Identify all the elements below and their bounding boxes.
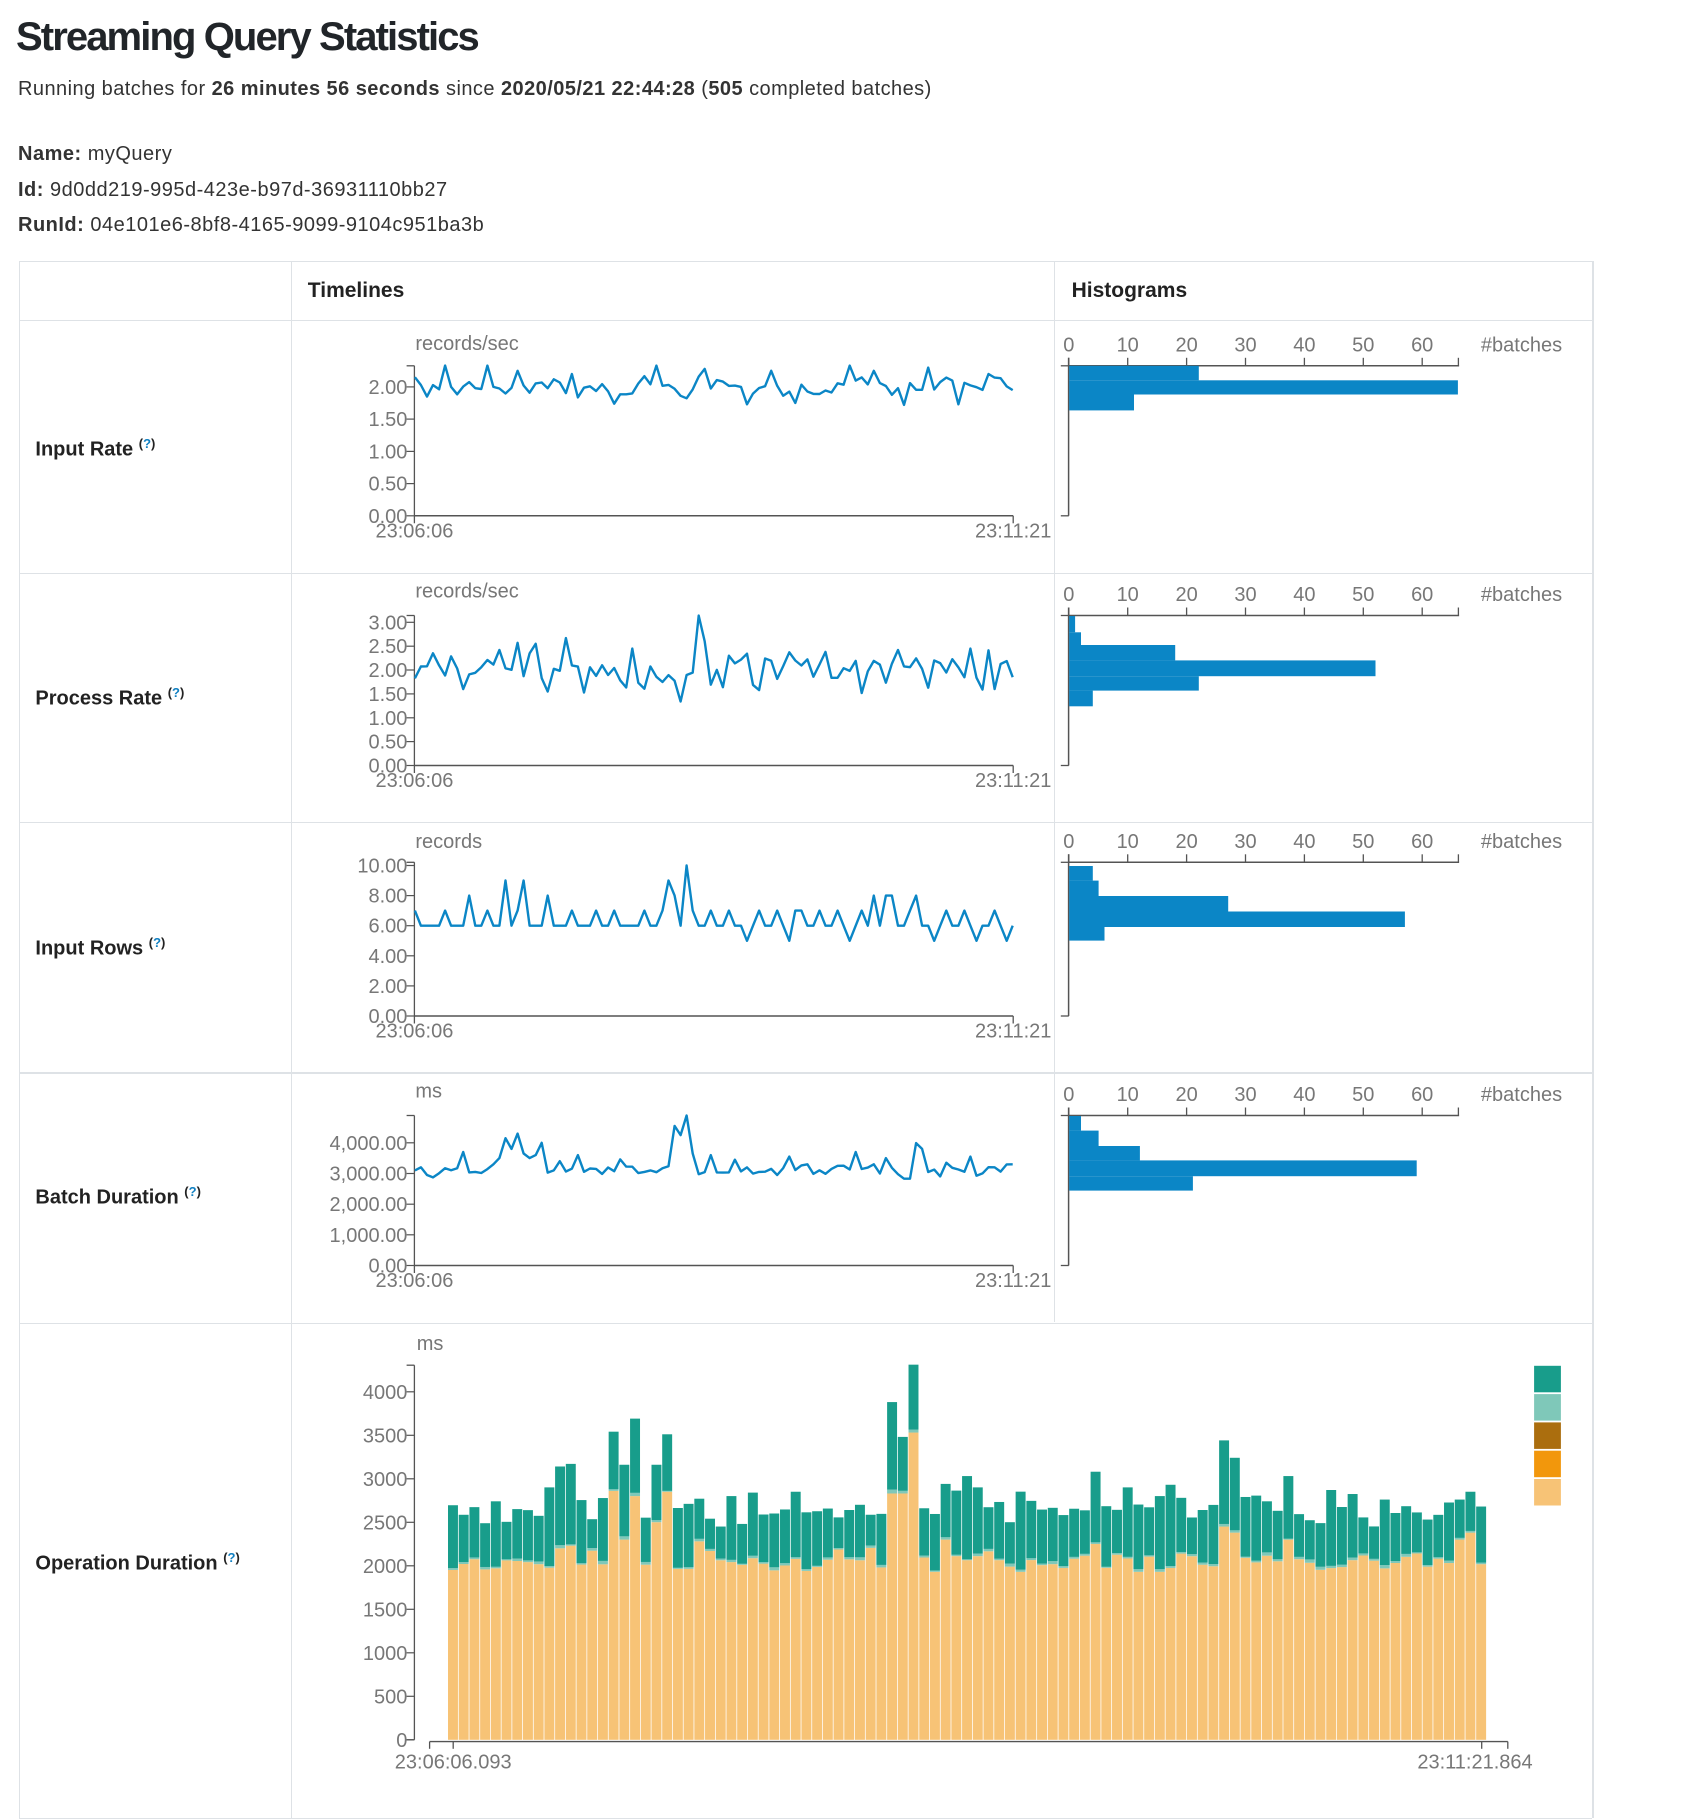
svg-text:10: 10 bbox=[1117, 1084, 1139, 1106]
svg-text:23:06:06: 23:06:06 bbox=[375, 520, 453, 542]
svg-text:23:11:21.864: 23:11:21.864 bbox=[1417, 1752, 1532, 1774]
svg-text:60: 60 bbox=[1411, 831, 1433, 853]
svg-text:0: 0 bbox=[1063, 831, 1074, 853]
svg-text:1.00: 1.00 bbox=[368, 441, 407, 463]
svg-text:#batches: #batches bbox=[1481, 1084, 1562, 1106]
svg-text:50: 50 bbox=[1352, 584, 1374, 606]
svg-text:#batches: #batches bbox=[1481, 584, 1562, 606]
svg-text:23:11:21: 23:11:21 bbox=[975, 520, 1051, 542]
svg-text:20: 20 bbox=[1175, 584, 1197, 606]
svg-text:1.50: 1.50 bbox=[368, 409, 407, 431]
svg-text:50: 50 bbox=[1352, 831, 1374, 853]
svg-text:30: 30 bbox=[1234, 334, 1256, 356]
svg-text:23:11:21: 23:11:21 bbox=[975, 1270, 1051, 1292]
svg-text:23:11:21: 23:11:21 bbox=[975, 1021, 1051, 1043]
svg-text:23:11:21: 23:11:21 bbox=[975, 770, 1051, 792]
svg-text:0.00: 0.00 bbox=[368, 1256, 407, 1278]
svg-text:2.00: 2.00 bbox=[368, 976, 407, 998]
svg-text:0.00: 0.00 bbox=[368, 506, 407, 528]
svg-text:10: 10 bbox=[1117, 334, 1139, 356]
svg-text:2.50: 2.50 bbox=[368, 636, 407, 658]
svg-text:4000: 4000 bbox=[363, 1382, 408, 1404]
svg-text:30: 30 bbox=[1234, 831, 1256, 853]
svg-text:2000: 2000 bbox=[363, 1556, 408, 1578]
svg-text:#batches: #batches bbox=[1481, 334, 1562, 356]
svg-text:0.00: 0.00 bbox=[368, 1006, 407, 1028]
svg-text:10.00: 10.00 bbox=[357, 856, 407, 878]
svg-text:4,000.00: 4,000.00 bbox=[330, 1133, 408, 1155]
svg-text:1500: 1500 bbox=[363, 1599, 408, 1621]
svg-text:3,000.00: 3,000.00 bbox=[330, 1164, 408, 1186]
svg-text:50: 50 bbox=[1352, 334, 1374, 356]
svg-text:8.00: 8.00 bbox=[368, 886, 407, 908]
svg-text:23:06:06.093: 23:06:06.093 bbox=[395, 1752, 512, 1774]
svg-text:ms: ms bbox=[417, 1333, 444, 1355]
svg-text:6.00: 6.00 bbox=[368, 916, 407, 938]
svg-text:2500: 2500 bbox=[363, 1512, 408, 1534]
svg-text:0: 0 bbox=[396, 1730, 407, 1752]
svg-text:50: 50 bbox=[1352, 1084, 1374, 1106]
svg-text:4.00: 4.00 bbox=[368, 946, 407, 968]
svg-text:1000: 1000 bbox=[363, 1643, 408, 1665]
svg-text:30: 30 bbox=[1234, 584, 1256, 606]
svg-text:20: 20 bbox=[1175, 334, 1197, 356]
svg-text:23:06:06: 23:06:06 bbox=[375, 770, 453, 792]
svg-text:ms: ms bbox=[415, 1080, 442, 1102]
svg-text:0.50: 0.50 bbox=[368, 474, 407, 496]
svg-text:40: 40 bbox=[1293, 831, 1315, 853]
svg-text:records/sec: records/sec bbox=[415, 580, 518, 602]
svg-text:60: 60 bbox=[1411, 334, 1433, 356]
svg-text:1.50: 1.50 bbox=[368, 684, 407, 706]
svg-text:2,000.00: 2,000.00 bbox=[330, 1194, 408, 1216]
svg-text:2.00: 2.00 bbox=[368, 377, 407, 399]
svg-text:10: 10 bbox=[1117, 584, 1139, 606]
svg-text:3000: 3000 bbox=[363, 1469, 408, 1491]
svg-text:records/sec: records/sec bbox=[415, 333, 518, 355]
svg-text:23:06:06: 23:06:06 bbox=[375, 1270, 453, 1292]
svg-text:20: 20 bbox=[1175, 1084, 1197, 1106]
svg-text:30: 30 bbox=[1234, 1084, 1256, 1106]
svg-text:0.00: 0.00 bbox=[368, 756, 407, 778]
svg-text:1.00: 1.00 bbox=[368, 708, 407, 730]
svg-text:40: 40 bbox=[1293, 334, 1315, 356]
svg-text:60: 60 bbox=[1411, 1084, 1433, 1106]
svg-text:3.00: 3.00 bbox=[368, 612, 407, 634]
svg-text:3500: 3500 bbox=[363, 1425, 408, 1447]
svg-text:records: records bbox=[415, 831, 482, 853]
svg-text:500: 500 bbox=[374, 1686, 407, 1708]
svg-text:0: 0 bbox=[1063, 334, 1074, 356]
svg-text:40: 40 bbox=[1293, 1084, 1315, 1106]
svg-text:0: 0 bbox=[1063, 1084, 1074, 1106]
svg-text:2.00: 2.00 bbox=[368, 660, 407, 682]
svg-text:23:06:06: 23:06:06 bbox=[375, 1021, 453, 1043]
svg-text:1,000.00: 1,000.00 bbox=[330, 1225, 408, 1247]
svg-text:#batches: #batches bbox=[1481, 831, 1562, 853]
svg-text:60: 60 bbox=[1411, 584, 1433, 606]
svg-text:0.50: 0.50 bbox=[368, 732, 407, 754]
svg-text:40: 40 bbox=[1293, 584, 1315, 606]
svg-text:0: 0 bbox=[1063, 584, 1074, 606]
svg-text:20: 20 bbox=[1175, 831, 1197, 853]
svg-text:10: 10 bbox=[1117, 831, 1139, 853]
